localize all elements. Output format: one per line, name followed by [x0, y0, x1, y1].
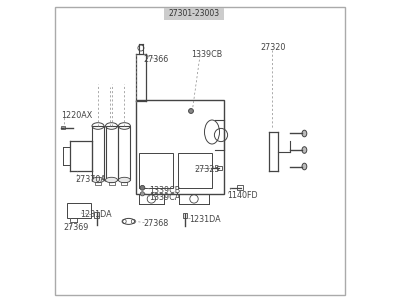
- Bar: [118, 126, 130, 180]
- Text: 27368: 27368: [143, 219, 168, 228]
- Bar: [61, 126, 65, 129]
- Text: 27320: 27320: [260, 44, 285, 52]
- Bar: [66, 202, 90, 217]
- Bar: [108, 179, 114, 184]
- Text: 1220AX: 1220AX: [62, 111, 93, 120]
- Text: 1231DA: 1231DA: [190, 214, 221, 224]
- Bar: [136, 100, 224, 194]
- Bar: [237, 185, 242, 190]
- Text: 1231DA: 1231DA: [80, 210, 112, 219]
- Bar: [217, 166, 222, 170]
- Ellipse shape: [302, 163, 307, 170]
- Text: 1339CB: 1339CB: [149, 186, 180, 195]
- Bar: [122, 179, 127, 184]
- Ellipse shape: [92, 177, 104, 183]
- Text: 27366: 27366: [143, 56, 168, 64]
- Bar: [94, 212, 99, 218]
- Circle shape: [140, 185, 145, 190]
- Text: 27369: 27369: [64, 224, 89, 232]
- FancyBboxPatch shape: [164, 8, 224, 20]
- Ellipse shape: [106, 177, 118, 183]
- Bar: [138, 153, 173, 188]
- Text: 27301-23003: 27301-23003: [168, 9, 220, 18]
- Circle shape: [140, 192, 144, 196]
- Bar: [106, 126, 118, 180]
- Bar: [92, 126, 104, 180]
- Bar: [178, 153, 212, 188]
- Ellipse shape: [118, 177, 130, 183]
- Ellipse shape: [302, 147, 307, 153]
- Bar: [182, 213, 187, 218]
- Bar: [95, 179, 101, 184]
- Text: 27325: 27325: [194, 165, 220, 174]
- Text: 27370A: 27370A: [76, 176, 106, 184]
- Text: 1339CB: 1339CB: [191, 50, 222, 58]
- Ellipse shape: [302, 130, 307, 137]
- Text: 1339CA: 1339CA: [149, 194, 180, 202]
- Circle shape: [189, 109, 194, 113]
- Text: 1140FD: 1140FD: [227, 190, 258, 200]
